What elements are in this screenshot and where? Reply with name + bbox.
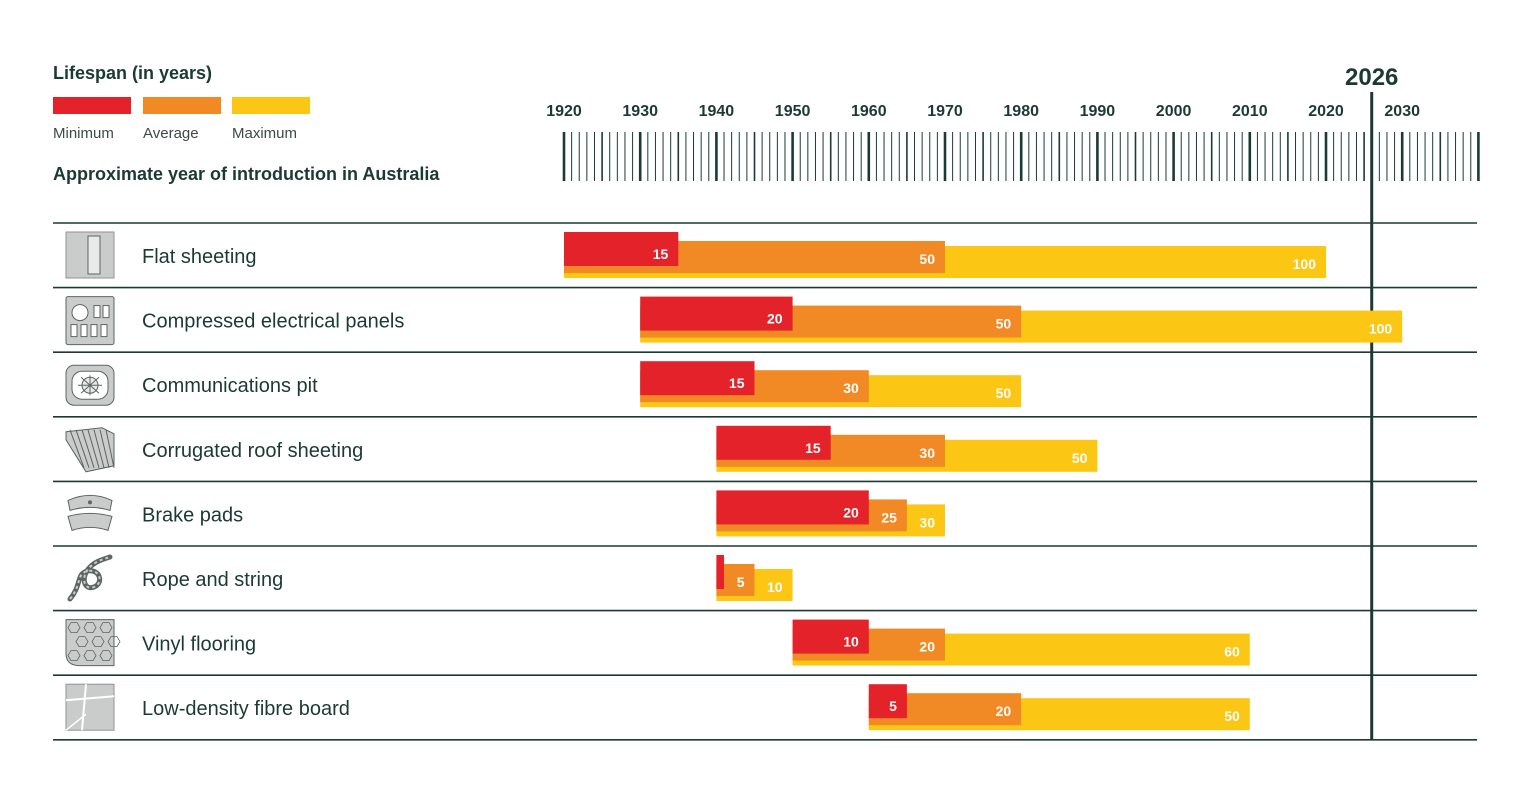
brake-pads-icon (67, 494, 113, 532)
bar-maximum-label: 50 (1072, 450, 1088, 466)
corrugated-roof-icon (65, 427, 115, 473)
legend-title: Lifespan (in years) (53, 63, 213, 83)
x-tick-label: 2030 (1384, 103, 1420, 120)
x-tick-label: 2000 (1156, 103, 1192, 120)
bar-average-label: 5 (737, 574, 745, 590)
bar-minimum (716, 490, 869, 525)
row-label: Vinyl flooring (142, 634, 256, 656)
bar-minimum-label: 10 (843, 634, 859, 650)
x-tick-label: 1980 (1003, 103, 1039, 120)
bar-average-label: 25 (881, 509, 897, 525)
bar-minimum (792, 619, 869, 654)
x-tick-label: 1960 (851, 103, 887, 120)
x-tick-label: 1990 (1080, 103, 1116, 120)
rope-icon (67, 554, 113, 602)
bar-maximum-label: 100 (1293, 256, 1317, 272)
bar-maximum-label: 100 (1369, 321, 1393, 337)
bar-average-label: 30 (843, 380, 859, 396)
x-tick-label: 1970 (927, 103, 963, 120)
current-year-label: 2026 (1345, 64, 1398, 91)
legend-swatch-maximum (232, 97, 310, 114)
bar-minimum (564, 232, 679, 266)
bar-minimum-label: 5 (889, 698, 897, 714)
vinyl-flooring-icon (65, 619, 121, 667)
bar-average-label: 30 (919, 445, 935, 461)
row-label: Low-density fibre board (142, 698, 350, 720)
bar-maximum-label: 50 (1224, 708, 1240, 724)
bar-minimum (716, 425, 831, 460)
bar-minimum (868, 684, 907, 719)
intro-year-label: Approximate year of introduction in Aust… (53, 164, 440, 184)
row-label: Brake pads (142, 504, 243, 526)
bar-minimum (640, 296, 793, 331)
fibre-board-icon (65, 683, 115, 731)
legend-swatch-average (143, 97, 221, 114)
communications-pit-icon (65, 364, 115, 406)
legend-label-minimum: Minimum (53, 125, 114, 142)
x-tick-label: 2010 (1232, 103, 1268, 120)
bar-maximum-label: 50 (996, 385, 1012, 401)
bar-minimum-label: 15 (805, 440, 821, 456)
flat-sheeting-icon (65, 231, 115, 279)
x-tick-label: 1940 (699, 103, 735, 120)
bar-minimum (716, 555, 725, 589)
row-label: Flat sheeting (142, 246, 257, 268)
x-tick-label: 1950 (775, 103, 811, 120)
bar-minimum-label: 20 (767, 311, 783, 327)
legend-label-average: Average (143, 125, 199, 142)
bar-minimum-label: 20 (843, 504, 859, 520)
row-label: Rope and string (142, 569, 283, 591)
bar-minimum-label: 15 (653, 246, 669, 262)
x-tick-label: 1930 (622, 103, 658, 120)
bar-minimum-label: 15 (729, 375, 745, 391)
row-label: Compressed electrical panels (142, 311, 404, 333)
bar-average-label: 20 (919, 639, 935, 655)
bar-minimum-label: 1 (706, 569, 714, 585)
bar-average-label: 20 (996, 703, 1012, 719)
legend-swatch-minimum (53, 97, 131, 114)
x-tick-label: 1920 (546, 103, 582, 120)
x-tick-label: 2020 (1308, 103, 1344, 120)
bar-maximum-label: 60 (1224, 644, 1240, 660)
electrical-panel-icon (65, 296, 115, 346)
bar-maximum-label: 30 (919, 514, 935, 530)
row-label: Communications pit (142, 375, 318, 397)
bar-maximum-label: 10 (767, 579, 783, 595)
bar-average-label: 50 (996, 316, 1012, 332)
row-label: Corrugated roof sheeting (142, 440, 363, 462)
legend-label-maximum: Maximum (232, 125, 298, 142)
bar-average-label: 50 (919, 251, 935, 267)
bar-minimum (640, 361, 755, 396)
